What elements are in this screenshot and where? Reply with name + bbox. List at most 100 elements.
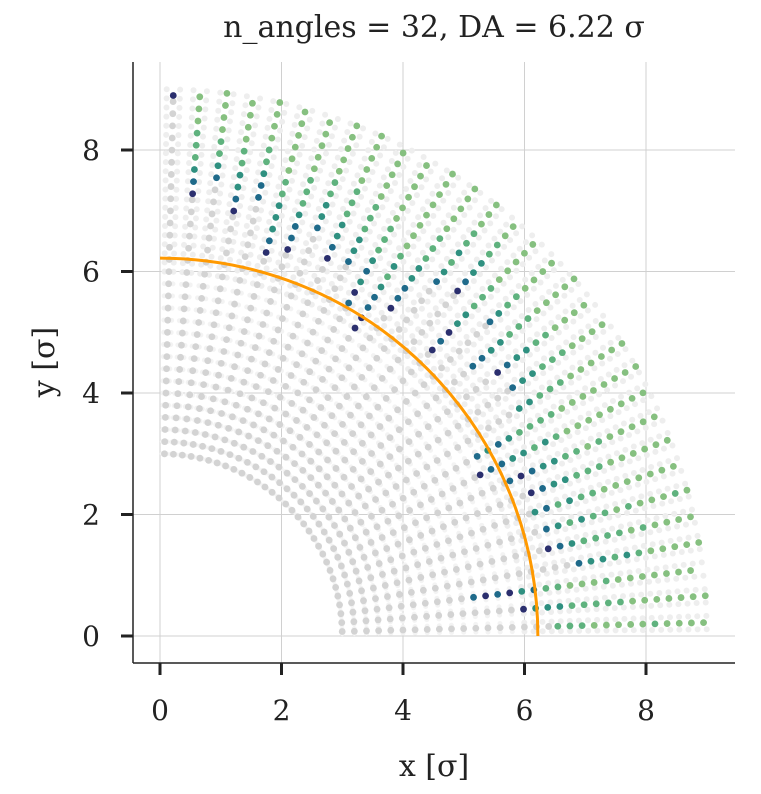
surviving-particle [342,263,350,271]
surviving-particle [479,525,487,533]
background-point [550,267,557,274]
background-point [201,234,208,241]
background-point [409,264,416,271]
surviving-particle [380,345,388,353]
lost-particle [348,199,356,207]
lost-particle [590,387,597,394]
surviving-particle [265,415,273,423]
lost-particle [689,593,697,601]
background-point [184,178,191,185]
background-point [684,600,691,607]
background-point [629,532,636,539]
lost-particle [462,278,469,286]
background-point [517,385,524,392]
background-point [505,325,512,332]
background-point [320,276,327,283]
background-point [234,267,241,274]
background-point [568,513,575,520]
surviving-particle [461,548,468,556]
background-point [526,254,533,261]
lost-particle [665,595,673,602]
background-point [526,366,533,373]
surviving-particle [370,384,378,391]
background-point [545,431,552,438]
background-point [245,260,252,267]
lost-particle [542,331,549,339]
background-point [447,270,454,277]
lost-particle [543,504,550,512]
background-point [266,171,273,178]
background-point [489,308,496,315]
surviving-particle [424,423,432,431]
surviving-particle [244,458,251,466]
background-point [396,171,403,178]
lost-particle [641,445,649,453]
background-point [600,344,607,351]
background-point [372,262,379,269]
surviving-particle [274,366,282,373]
surviving-particle [363,627,370,635]
lost-particle [539,268,547,275]
background-point [300,181,307,188]
surviving-particle [338,628,346,635]
surviving-particle [236,390,244,398]
surviving-particle [319,375,326,383]
background-point [503,494,510,501]
background-point [415,235,422,242]
surviving-particle [307,474,315,482]
lost-particle [552,291,560,299]
surviving-particle [449,551,457,559]
background-point [537,398,544,405]
surviving-particle [294,389,302,397]
surviving-particle [338,374,346,382]
surviving-particle [208,333,216,341]
background-point [603,616,610,623]
background-point [407,177,414,184]
background-point [162,186,169,193]
surviving-particle [218,273,226,281]
surviving-particle [191,429,199,436]
lost-particle [701,592,709,600]
surviving-particle [319,505,327,513]
surviving-particle [310,414,318,421]
background-point [332,222,339,229]
background-point [522,555,529,562]
background-point [162,213,169,220]
background-point [233,220,240,227]
background-point [541,340,548,347]
surviving-particle [420,381,428,389]
background-point [622,346,629,353]
background-point [669,550,676,557]
surviving-particle [282,410,290,418]
lost-particle [464,195,472,203]
background-point [564,408,571,415]
background-point [467,299,474,306]
background-point [377,152,384,159]
background-point [559,516,566,523]
lost-particle [390,263,398,270]
surviving-particle [452,464,460,472]
background-point [568,379,575,386]
background-point [495,401,502,408]
lost-particle [566,519,574,526]
surviving-particle [196,405,203,412]
x-tick-label: 8 [637,694,655,727]
background-point [691,519,698,526]
surviving-particle [479,576,487,584]
lost-particle [554,501,562,508]
background-point [512,490,519,497]
background-point [223,219,230,226]
surviving-particle [424,351,432,358]
background-point [525,573,532,580]
background-point [530,619,537,626]
background-point [546,379,553,386]
background-point [539,609,546,616]
surviving-particle [240,378,248,386]
background-point [197,160,204,167]
surviving-particle [423,612,430,620]
surviving-particle [182,281,190,289]
background-point [600,312,607,319]
background-point [190,87,197,94]
surviving-particle [314,277,321,284]
background-point [430,234,437,241]
